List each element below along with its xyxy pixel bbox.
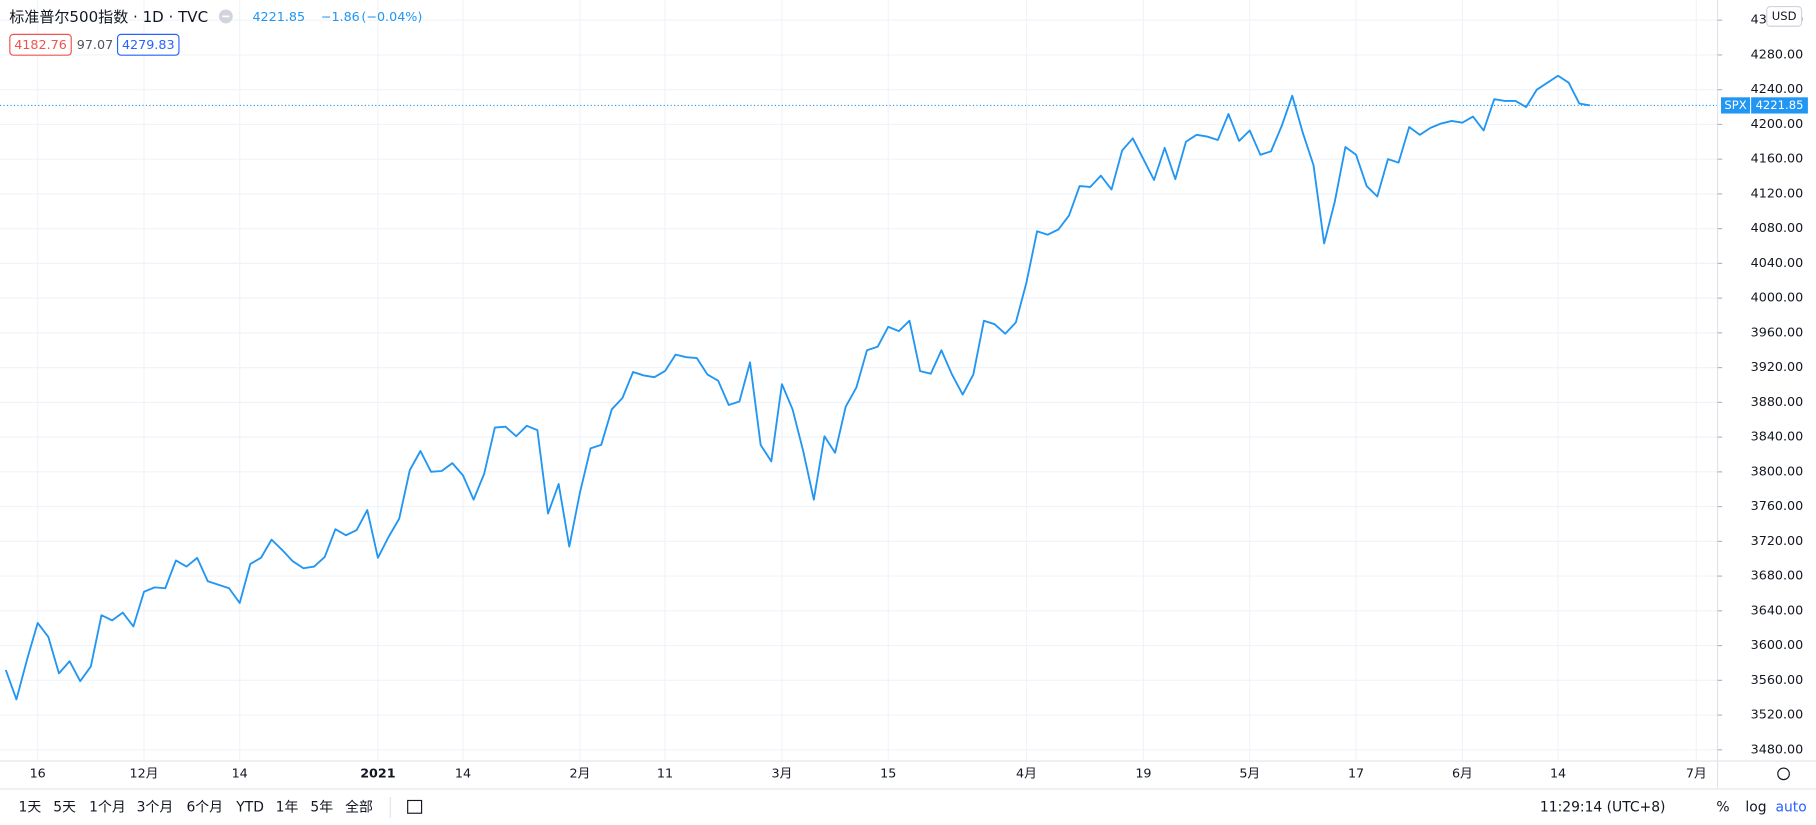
- last-price: 4221.85: [252, 10, 305, 25]
- x-tick-label: 7月: [1686, 766, 1707, 781]
- y-tick-label: 4040.00: [1751, 256, 1804, 271]
- y-tick-label: 3960.00: [1751, 325, 1804, 340]
- axis: 3480.00 3520.00 3560.00 3600.00 3640.00 3680.…: [30, 5, 1808, 781]
- range-button[interactable]: 3个月: [137, 799, 174, 815]
- y-tick-label: 3920.00: [1751, 360, 1804, 375]
- y-tick-label: 3480.00: [1751, 742, 1804, 757]
- y-tick-label: 4280.00: [1751, 47, 1804, 62]
- symbol-label: SPX: [1724, 98, 1746, 112]
- scale-option[interactable]: auto: [1775, 799, 1806, 815]
- x-tick-label: 14: [232, 766, 248, 781]
- x-tick-label: 5月: [1239, 766, 1260, 781]
- y-tick-label: 3840.00: [1751, 430, 1804, 445]
- range-button[interactable]: 6个月: [186, 799, 223, 815]
- range-button[interactable]: 1天: [19, 799, 42, 815]
- price-tag: [1751, 97, 1808, 114]
- currency: USD: [1772, 9, 1797, 23]
- x-tick-label: 12月: [130, 766, 159, 781]
- price-line: [4, 74, 1591, 701]
- x-tick-label: 17: [1348, 766, 1364, 781]
- y-tick-label: 3600.00: [1751, 638, 1804, 653]
- currency-box[interactable]: [1766, 5, 1803, 27]
- y-tick-label: 4120.00: [1751, 186, 1804, 201]
- y-tick-label: 3560.00: [1751, 673, 1804, 688]
- ask: 4279.83: [122, 38, 175, 53]
- range-button[interactable]: 1个月: [89, 799, 126, 815]
- x-tick-label: 16: [30, 766, 46, 781]
- plot: [0, 74, 1718, 701]
- y-tick-label: 3680.00: [1751, 569, 1804, 584]
- scale-option[interactable]: %: [1716, 799, 1729, 815]
- x-tick-label: 2月: [570, 766, 591, 781]
- y-tick-label: 3720.00: [1751, 534, 1804, 549]
- range-button[interactable]: 5天: [53, 799, 76, 815]
- scale-option[interactable]: log: [1745, 799, 1766, 815]
- y-tick-label: 3520.00: [1751, 708, 1804, 723]
- x-tick-label: 2021: [360, 766, 395, 781]
- y-tick-label: 4160.00: [1751, 152, 1804, 167]
- y-tick-label: 3880.00: [1751, 395, 1804, 410]
- spread: 97.07: [77, 38, 113, 53]
- bid: 4182.76: [14, 38, 67, 53]
- date-range-icon[interactable]: [407, 799, 423, 814]
- y-tick-label: 4000.00: [1751, 291, 1804, 306]
- symbol-tag: [1721, 97, 1750, 114]
- change: −1.86: [321, 10, 360, 25]
- x-tick-label: 14: [455, 766, 471, 781]
- x-tick-label: 6月: [1452, 766, 1473, 781]
- x-tick-label: 15: [880, 766, 896, 781]
- x-tick-label: 3月: [772, 766, 793, 781]
- y-tick-label: 4080.00: [1751, 221, 1804, 236]
- range-button[interactable]: 5年: [310, 799, 333, 815]
- range-button[interactable]: YTD: [235, 799, 264, 815]
- price-tag-label: 4221.85: [1756, 98, 1804, 112]
- change-percent: (−0.04%): [361, 10, 422, 25]
- bid-box: [9, 33, 72, 56]
- x-tick-label: 19: [1135, 766, 1151, 781]
- toolbar: 1天 5天 1个月 3个月 6个月 YTD 1年 5年 全部% log auto: [19, 798, 1807, 815]
- x-tick-label: 11: [657, 766, 673, 781]
- range-button[interactable]: 全部: [345, 798, 373, 815]
- chart-title: 标准普尔500指数 · 1D · TVC: [9, 8, 208, 26]
- y-tick-label: 3760.00: [1751, 499, 1804, 514]
- y-tick-label: 4240.00: [1751, 82, 1804, 97]
- clock: 11:29:14 (UTC+8): [1540, 799, 1666, 815]
- y-tick-label: 3640.00: [1751, 603, 1804, 618]
- ask-box: [116, 33, 180, 56]
- settings-icon[interactable]: [1777, 767, 1790, 781]
- range-button[interactable]: 1年: [276, 799, 299, 815]
- x-tick-label: 4月: [1016, 766, 1037, 781]
- grid: [0, 0, 1718, 762]
- y-tick-label: 3800.00: [1751, 464, 1804, 479]
- y-tick-label: 4200.00: [1751, 117, 1804, 132]
- x-tick-label: 14: [1550, 766, 1566, 781]
